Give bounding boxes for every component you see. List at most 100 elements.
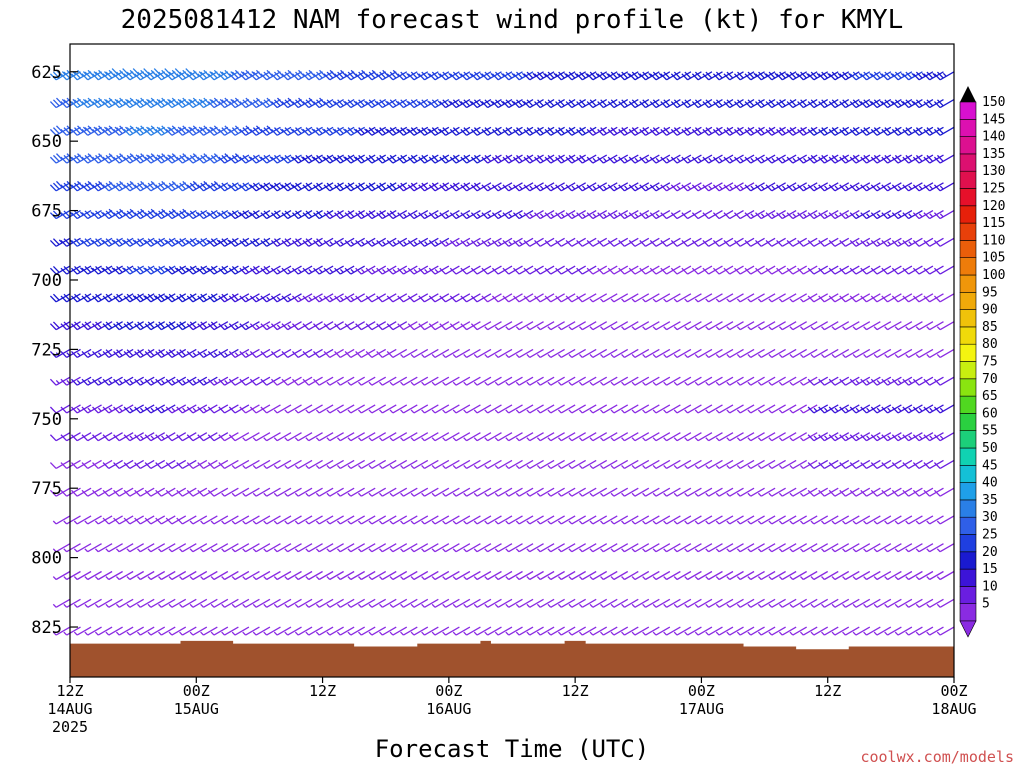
- wind-barb: [484, 459, 502, 470]
- wind-barb: [294, 598, 313, 608]
- wind-barb: [536, 626, 555, 636]
- wind-barb: [579, 515, 597, 525]
- wind-barb: [789, 348, 807, 358]
- wind-barb: [905, 626, 923, 636]
- wind-barb: [239, 182, 260, 192]
- plot-frame: [69, 43, 955, 678]
- wind-barb: [410, 598, 429, 608]
- wind-barb: [294, 487, 313, 497]
- wind-barb: [515, 543, 534, 553]
- wind-barb: [747, 432, 765, 442]
- wind-barb: [778, 404, 797, 414]
- wind-barb: [347, 543, 365, 553]
- wind-barb: [568, 570, 586, 581]
- colorbar-swatch: [959, 136, 977, 155]
- wind-barb: [663, 598, 681, 608]
- wind-barb: [315, 487, 334, 497]
- colorbar-label: 100: [982, 268, 1005, 283]
- wind-barb: [526, 376, 544, 386]
- wind-barb: [663, 376, 681, 386]
- wind-barb: [589, 348, 608, 358]
- wind-barb: [610, 543, 629, 553]
- wind-barb: [536, 348, 555, 358]
- wind-barb: [810, 598, 829, 608]
- wind-barb: [926, 598, 944, 608]
- wind-barb: [663, 515, 681, 525]
- colorbar-label: 5: [982, 597, 990, 612]
- wind-barb: [621, 570, 639, 581]
- wind-barb: [263, 487, 281, 497]
- wind-barb: [557, 321, 576, 331]
- wind-barb: [442, 598, 460, 608]
- colorbar-label: 125: [982, 182, 1005, 197]
- wind-barb: [147, 626, 166, 636]
- wind-barb: [884, 626, 902, 636]
- wind-barb: [589, 598, 608, 608]
- wind-barb: [933, 293, 955, 303]
- wind-barb: [600, 293, 618, 303]
- wind-barb: [933, 154, 955, 164]
- wind-barb: [694, 487, 713, 497]
- colorbar-swatch: [959, 430, 977, 449]
- wind-barb: [113, 68, 134, 81]
- wind-barb: [863, 321, 881, 331]
- wind-barb: [621, 626, 639, 636]
- wind-barb: [73, 626, 92, 636]
- wind-barb: [442, 459, 460, 470]
- wind-barb: [842, 626, 860, 636]
- wind-barb: [642, 487, 660, 497]
- wind-barb: [589, 543, 608, 553]
- wind-barb: [515, 570, 534, 581]
- wind-barb: [284, 626, 302, 636]
- wind-barb: [684, 515, 702, 525]
- wind-barb: [663, 487, 681, 497]
- wind-barb: [305, 543, 323, 553]
- wind-barb: [431, 598, 450, 608]
- wind-barb: [694, 348, 713, 358]
- wind-barb: [757, 432, 776, 442]
- wind-barb: [463, 598, 481, 608]
- wind-barb: [463, 432, 481, 442]
- wind-barb: [505, 348, 523, 358]
- wind-barb: [863, 348, 881, 358]
- wind-barb: [933, 265, 955, 275]
- wind-barb: [81, 97, 102, 109]
- wind-barb: [821, 515, 839, 525]
- wind-barb: [600, 376, 618, 386]
- wind-barb: [757, 376, 776, 386]
- wind-barb: [842, 543, 860, 553]
- wind-barb: [852, 515, 871, 525]
- wind-barb: [757, 570, 776, 581]
- x-tick-label: 18AUG: [931, 700, 976, 718]
- wind-barb: [757, 459, 776, 470]
- wind-barb: [144, 153, 166, 164]
- wind-barb: [473, 376, 492, 386]
- wind-barb: [231, 487, 250, 497]
- wind-barb: [652, 598, 671, 608]
- wind-barb: [684, 348, 702, 358]
- wind-barb: [905, 543, 923, 553]
- colorbar-swatch: [959, 188, 977, 207]
- wind-barb: [800, 626, 818, 636]
- wind-barb: [600, 404, 618, 414]
- wind-barb: [933, 71, 955, 81]
- colorbar-label: 25: [982, 528, 998, 543]
- wind-barb: [768, 376, 786, 386]
- wind-barb: [305, 626, 323, 636]
- wind-barb: [442, 626, 460, 636]
- wind-barb: [242, 459, 260, 470]
- wind-barb: [726, 293, 744, 303]
- wind-barb: [933, 126, 955, 136]
- wind-barb: [165, 68, 187, 81]
- wind-barb: [579, 321, 597, 331]
- wind-barb: [579, 570, 597, 581]
- wind-barb: [386, 69, 408, 81]
- colorbar-label: 55: [982, 424, 998, 439]
- wind-barb: [158, 543, 176, 553]
- wind-barb: [905, 348, 923, 358]
- y-tick-label: 700: [31, 271, 62, 291]
- wind-barb: [347, 515, 365, 525]
- wind-barb: [631, 626, 650, 636]
- wind-barb: [757, 404, 776, 414]
- wind-barb: [105, 570, 123, 581]
